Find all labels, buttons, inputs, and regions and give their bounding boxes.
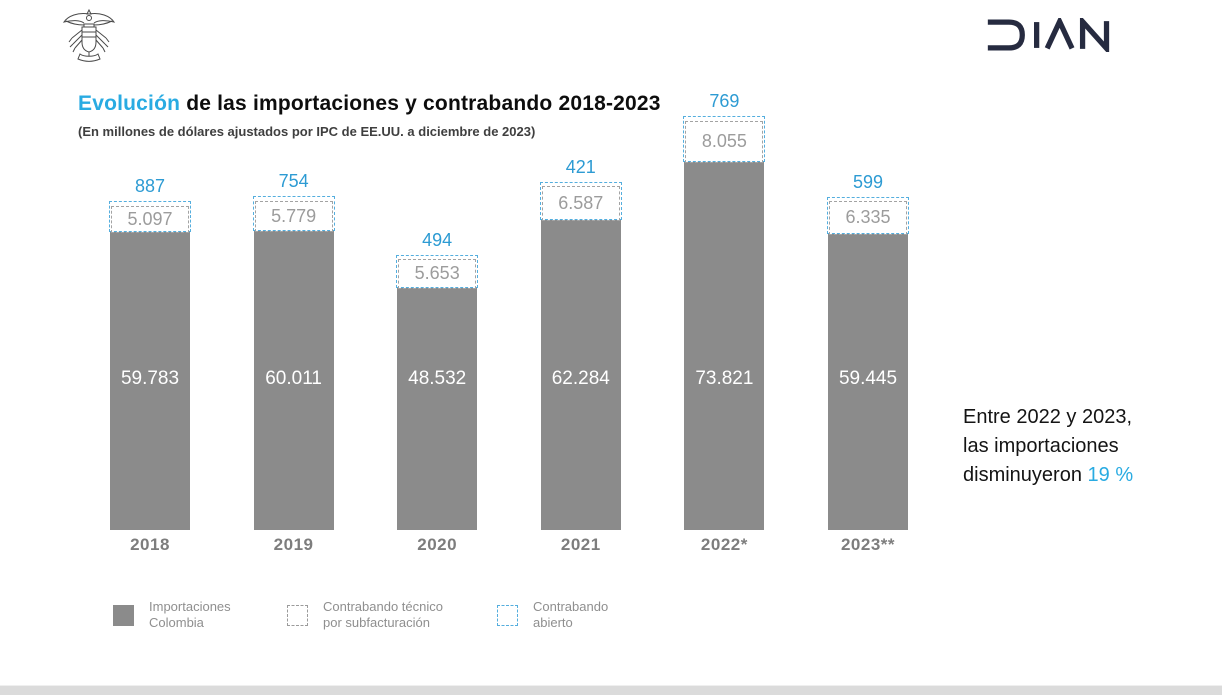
legend-item-importaciones: Importaciones Colombia bbox=[113, 599, 231, 631]
bar-value-label: 59.445 bbox=[838, 368, 898, 389]
x-axis-label: 2020 bbox=[417, 535, 458, 554]
contrabando-abierto-label: 887 bbox=[134, 175, 166, 196]
colombia-coat-of-arms-icon bbox=[62, 8, 116, 62]
legend-label: Contrabando técnico por subfacturación bbox=[323, 599, 443, 631]
legend-label: Contrabando abierto bbox=[533, 599, 608, 631]
bar-importaciones bbox=[110, 231, 190, 530]
bar-importaciones bbox=[684, 162, 765, 530]
page-title-rest: de las importaciones y contrabando 2018-… bbox=[180, 92, 661, 115]
legend-swatch-solid-gray-icon bbox=[113, 604, 134, 626]
contrabando-abierto-label: 494 bbox=[422, 229, 453, 250]
contrabando-abierto-box: 6.587 bbox=[539, 181, 622, 221]
annotation-line: disminuyeron 19 % bbox=[963, 461, 1183, 490]
legend-label-line: Importaciones bbox=[149, 599, 231, 614]
page-subtitle: (En millones de dólares ajustados por IP… bbox=[78, 124, 536, 139]
annotation-line: Entre 2022 y 2023, bbox=[963, 406, 1133, 428]
legend-label-line: por subfacturación bbox=[323, 615, 430, 630]
contrabando-abierto-box: 5.097 bbox=[109, 200, 191, 233]
legend-item-contrabando-abierto: Contrabando abierto bbox=[497, 599, 608, 631]
annotation-line: las importaciones bbox=[963, 435, 1119, 457]
legend-label-line: Contrabando técnico bbox=[323, 599, 443, 614]
annotation-callout: Entre 2022 y 2023, las importaciones dis… bbox=[963, 403, 1183, 490]
contrabando-abierto-box: 5.653 bbox=[396, 254, 479, 290]
x-axis-label: 2021 bbox=[560, 535, 601, 554]
bar-importaciones bbox=[397, 288, 478, 530]
contrabando-abierto-label: 599 bbox=[852, 172, 884, 193]
contrabando-abierto-box: 6.335 bbox=[827, 197, 909, 235]
contrabando-abierto-box: 5.779 bbox=[252, 196, 335, 232]
contrabando-tecnico-box: 5.097 bbox=[111, 205, 189, 233]
legend-label-line: Contrabando bbox=[533, 599, 609, 614]
contrabando-abierto-box: 8.055 bbox=[683, 115, 766, 163]
legend-item-contrabando-tecnico: Contrabando técnico por subfacturación bbox=[287, 599, 443, 631]
x-axis-label: 2022* bbox=[700, 535, 748, 554]
bar-importaciones bbox=[828, 233, 908, 530]
legend-label-line: Colombia bbox=[149, 615, 204, 630]
annotation-highlight: 19 % bbox=[1087, 464, 1134, 486]
bar-value-label: 62.284 bbox=[551, 368, 610, 389]
bar-value-label: 73.821 bbox=[695, 368, 754, 389]
bar-value-label: 48.532 bbox=[408, 368, 467, 389]
bar-value-label: 59.783 bbox=[120, 368, 180, 389]
page-title: Evolución de las importaciones y contrab… bbox=[78, 92, 661, 116]
x-axis-label: 2023** bbox=[840, 535, 896, 554]
contrabando-tecnico-box: 6.335 bbox=[829, 201, 907, 235]
legend-swatch-dashed-gray-icon bbox=[287, 604, 308, 626]
contrabando-tecnico-box: 5.779 bbox=[254, 201, 333, 232]
page-title-highlight: Evolución bbox=[78, 92, 181, 115]
contrabando-tecnico-box: 5.653 bbox=[398, 258, 477, 290]
contrabando-abierto-label: 754 bbox=[278, 171, 309, 192]
page-bottom-divider bbox=[0, 685, 1222, 686]
contrabando-abierto-label: 769 bbox=[709, 90, 740, 111]
contrabando-tecnico-box: 6.587 bbox=[541, 185, 620, 221]
bar-value-label: 60.011 bbox=[265, 368, 322, 389]
bar-importaciones bbox=[540, 219, 621, 530]
page-bottom-edge bbox=[0, 686, 1222, 695]
legend-label-line: abierto bbox=[533, 615, 573, 630]
bar-importaciones bbox=[253, 230, 334, 530]
x-axis-label: 2019 bbox=[273, 535, 314, 554]
x-axis-label: 2018 bbox=[130, 535, 170, 554]
contrabando-tecnico-box: 8.055 bbox=[685, 120, 764, 163]
annotation-text: disminuyeron bbox=[963, 464, 1088, 486]
contrabando-abierto-label: 421 bbox=[565, 156, 596, 177]
legend-label: Importaciones Colombia bbox=[149, 599, 231, 631]
legend-swatch-dashed-blue-icon bbox=[497, 604, 518, 626]
dian-logo-icon bbox=[987, 18, 1110, 52]
